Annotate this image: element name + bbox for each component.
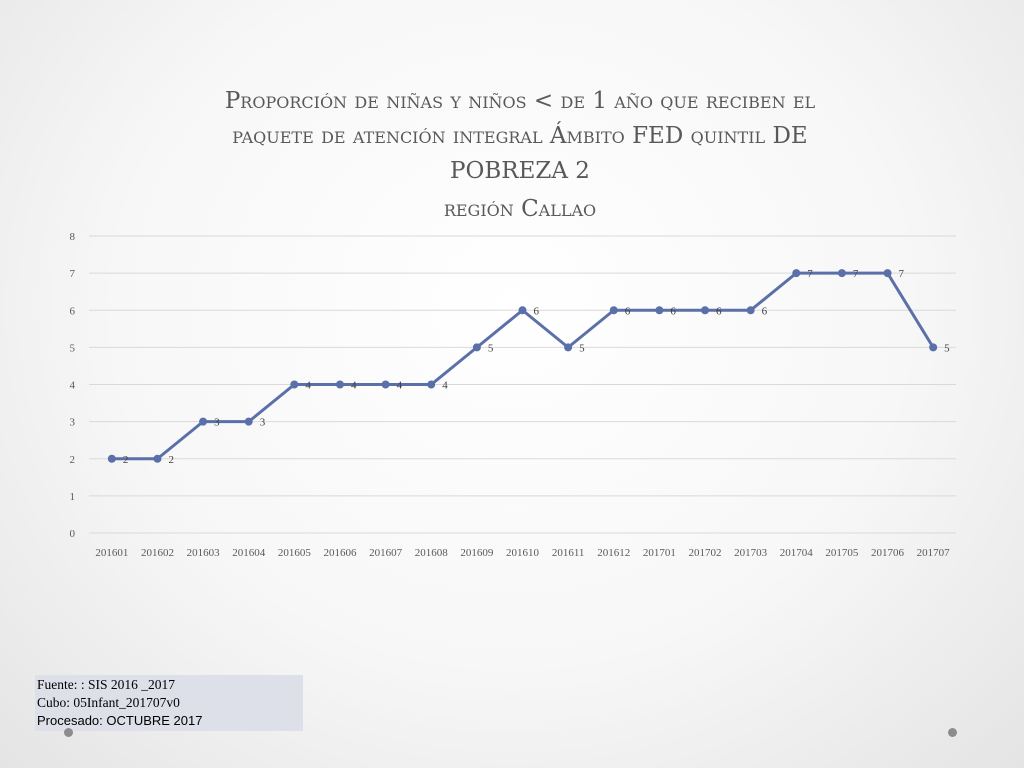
x-tick-label: 201602 — [141, 547, 174, 559]
x-tick-label: 201603 — [187, 547, 221, 559]
data-label: 4 — [442, 380, 448, 392]
x-tick-label: 201605 — [278, 547, 312, 559]
source-line: Fuente: : SIS 2016 _2017 — [37, 677, 176, 692]
y-tick-label: 6 — [70, 305, 76, 317]
data-point — [335, 380, 344, 389]
chart-title: Proporción de niñas y niños < de 1 año q… — [150, 84, 890, 227]
data-point — [244, 417, 253, 426]
data-label: 4 — [397, 380, 403, 392]
data-point — [609, 306, 618, 315]
data-point — [655, 306, 664, 315]
slide-decoration-dot-right — [948, 728, 957, 737]
title-line-3: POBREZA 2 — [450, 158, 590, 184]
data-point — [290, 380, 299, 389]
y-tick-label: 2 — [70, 454, 76, 466]
series-line — [111, 271, 935, 461]
title-line-2: paquete de atención integral Ámbito FED … — [232, 123, 808, 149]
slide-decoration-dot-left — [64, 728, 73, 737]
x-tick-label: 201601 — [95, 547, 128, 559]
data-label: 2 — [168, 454, 174, 466]
data-point — [518, 306, 527, 315]
data-label: 6 — [534, 305, 540, 317]
x-tick-label: 201707 — [917, 547, 951, 559]
y-tick-label: 8 — [70, 231, 76, 243]
data-point — [153, 454, 162, 463]
y-tick-label: 3 — [70, 417, 76, 429]
data-point — [427, 380, 436, 389]
data-label: 3 — [214, 417, 220, 429]
y-tick-label: 0 — [70, 528, 76, 540]
x-tick-label: 201701 — [643, 547, 676, 559]
x-tick-label: 201612 — [597, 547, 630, 559]
data-label: 6 — [670, 305, 676, 317]
data-point — [792, 269, 801, 278]
processed-line: Procesado: OCTUBRE 2017 — [37, 713, 203, 728]
data-label: 6 — [762, 305, 768, 317]
data-point — [472, 343, 481, 352]
title-line-1: Proporción de niñas y niños < de 1 año q… — [224, 88, 816, 114]
y-tick-label: 1 — [70, 491, 76, 503]
data-point — [929, 343, 938, 352]
y-tick-label: 5 — [70, 342, 76, 354]
x-tick-label: 201611 — [552, 547, 585, 559]
data-label: 4 — [305, 380, 311, 392]
data-point — [107, 454, 116, 463]
data-label: 2 — [123, 454, 129, 466]
x-tick-label: 201607 — [369, 547, 403, 559]
x-tick-label: 201608 — [415, 547, 449, 559]
x-tick-label: 201702 — [689, 547, 722, 559]
data-label: 5 — [579, 342, 585, 354]
data-point — [837, 269, 846, 278]
x-tick-label: 201705 — [825, 547, 859, 559]
cube-line: Cubo: 05Infant_201707v0 — [37, 695, 180, 710]
y-tick-label: 4 — [70, 380, 76, 392]
data-label: 3 — [260, 417, 266, 429]
x-tick-label: 201604 — [232, 547, 266, 559]
data-label: 6 — [716, 305, 722, 317]
title-line-4: región Callao — [443, 196, 597, 222]
x-tick-label: 201609 — [460, 547, 494, 559]
y-tick-label: 7 — [70, 268, 76, 280]
source-box: Fuente: : SIS 2016 _2017 Cubo: 05Infant_… — [35, 675, 303, 731]
data-label: 4 — [351, 380, 357, 392]
x-tick-label: 201703 — [734, 547, 768, 559]
data-label: 7 — [899, 268, 905, 280]
data-label: 5 — [488, 342, 494, 354]
data-point — [564, 343, 573, 352]
data-label: 7 — [807, 268, 813, 280]
data-point — [883, 269, 892, 278]
x-tick-label: 201704 — [780, 547, 814, 559]
data-point — [701, 306, 710, 315]
data-label: 7 — [853, 268, 859, 280]
x-tick-label: 201606 — [323, 547, 357, 559]
x-tick-label: 201610 — [506, 547, 540, 559]
data-point — [381, 380, 390, 389]
data-label: 6 — [625, 305, 631, 317]
x-tick-label: 201706 — [871, 547, 905, 559]
data-point — [199, 417, 208, 426]
data-point — [746, 306, 755, 315]
data-label: 5 — [944, 342, 950, 354]
